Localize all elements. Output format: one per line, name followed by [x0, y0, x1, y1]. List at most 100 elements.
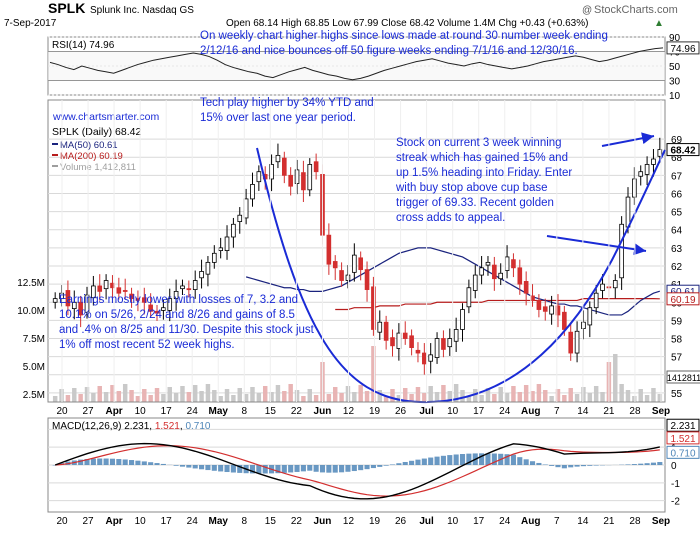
macd-histogram-bar	[517, 457, 522, 465]
macd-label-part: 2.231	[124, 421, 149, 432]
chart-date: 7-Sep-2017	[4, 18, 57, 29]
candle-body	[639, 172, 643, 177]
macd-histogram-bar	[415, 460, 420, 465]
macd-histogram-bar	[199, 465, 204, 469]
date-tick-label: Sep	[652, 406, 670, 417]
date-tick-label: 26	[395, 406, 407, 417]
price-tick-label: 66	[671, 189, 683, 200]
candle-body	[601, 284, 605, 290]
volume-bar	[422, 393, 426, 402]
ticker-symbol: SPLK	[48, 0, 85, 16]
candle	[492, 257, 496, 291]
macd-histogram-bar	[485, 453, 490, 465]
date-tick-label: Jul	[419, 406, 434, 417]
macd-histogram-bar	[358, 465, 363, 470]
volume-bar	[333, 387, 337, 402]
macd-histogram-bar	[632, 464, 637, 465]
ohlc-readout: Open 68.14 High 68.85 Low 67.99 Close 68…	[226, 18, 588, 29]
candle-body	[257, 172, 261, 182]
volume-bar	[365, 391, 369, 402]
macd-histogram-bar	[129, 460, 134, 465]
date-tick-label: 8	[242, 516, 248, 527]
candle-body	[562, 312, 566, 329]
candle-body	[352, 255, 356, 272]
macd-histogram-bar	[581, 465, 586, 466]
candle-body	[512, 260, 516, 268]
candle-body	[187, 289, 191, 290]
macd-histogram-bar	[314, 465, 319, 472]
volume-bar	[72, 388, 76, 402]
date-tick-label: 19	[369, 516, 381, 527]
macd-histogram-bar	[282, 465, 287, 473]
candle	[416, 342, 420, 362]
volume-bar	[142, 389, 146, 402]
volume-bar	[518, 392, 522, 402]
candle-body	[410, 336, 414, 348]
price-tick-label: 55	[671, 389, 683, 400]
candle-body	[104, 281, 108, 289]
volume-bar	[199, 391, 203, 402]
candle	[582, 310, 586, 339]
macd-histogram-bar	[422, 459, 427, 465]
macd-histogram-bar	[352, 465, 357, 471]
date-tick-label: 28	[629, 516, 641, 527]
macd-histogram-bar	[123, 459, 128, 465]
legend-swatch	[52, 165, 58, 167]
candle	[537, 294, 541, 317]
volume-bar	[218, 396, 222, 402]
date-tick-label: 20	[56, 406, 68, 417]
candle	[461, 303, 465, 341]
macd-histogram-bar	[377, 465, 382, 467]
candle-body	[301, 173, 305, 190]
volume-bar	[314, 395, 318, 402]
candle-body	[422, 353, 426, 364]
volume-bar	[155, 388, 159, 402]
company-name: Splunk Inc. Nasdaq GS	[90, 5, 194, 16]
volume-bar	[645, 395, 649, 402]
candle-body	[365, 270, 369, 290]
volume-bar	[161, 394, 165, 402]
macd-histogram-bar	[154, 463, 159, 465]
candle	[429, 343, 433, 373]
macd-histogram-bar	[320, 465, 325, 472]
volume-tick-label: 10.0M	[17, 306, 45, 317]
candle	[505, 245, 509, 278]
macd-histogram-bar	[447, 455, 452, 465]
macd-histogram-bar	[110, 459, 115, 465]
volume-bar	[257, 393, 261, 402]
signal-tag-text: 1.521	[670, 434, 695, 445]
volume-bar	[104, 392, 108, 402]
macd-histogram-bar	[180, 465, 185, 467]
annotation-earnings: Earnings mostly lower with losses of 7, …	[59, 293, 319, 353]
macd-histogram-bar	[651, 463, 656, 465]
volume-bar	[206, 384, 210, 402]
macd-histogram-bar	[339, 465, 344, 472]
macd-histogram-bar	[625, 464, 630, 465]
candle-body	[391, 338, 395, 346]
date-tick-label: 22	[291, 406, 303, 417]
candle	[352, 243, 356, 281]
candle	[518, 260, 522, 295]
volume-bar	[651, 388, 655, 402]
candle	[282, 152, 286, 183]
candle-body	[206, 262, 210, 274]
macd-histogram-bar	[657, 462, 662, 465]
date-tick-label: 22	[291, 516, 303, 527]
candle-body	[238, 215, 242, 221]
volume-bar	[339, 393, 343, 402]
volume-bar	[460, 390, 464, 402]
date-tick-label: 17	[473, 516, 485, 527]
candle-body	[416, 350, 420, 353]
date-tick-label: 12	[343, 406, 355, 417]
volume-bar	[308, 389, 312, 402]
macd-histogram-bar	[524, 459, 529, 465]
candle-body	[550, 306, 554, 314]
candle	[499, 263, 503, 285]
candle-body	[626, 197, 630, 227]
macd-histogram-bar	[403, 462, 408, 465]
volume-bar	[129, 390, 133, 402]
price-tick-label: 59	[671, 316, 683, 327]
macd-tick-label: -1	[671, 479, 680, 490]
logo-mark: @	[582, 5, 592, 16]
